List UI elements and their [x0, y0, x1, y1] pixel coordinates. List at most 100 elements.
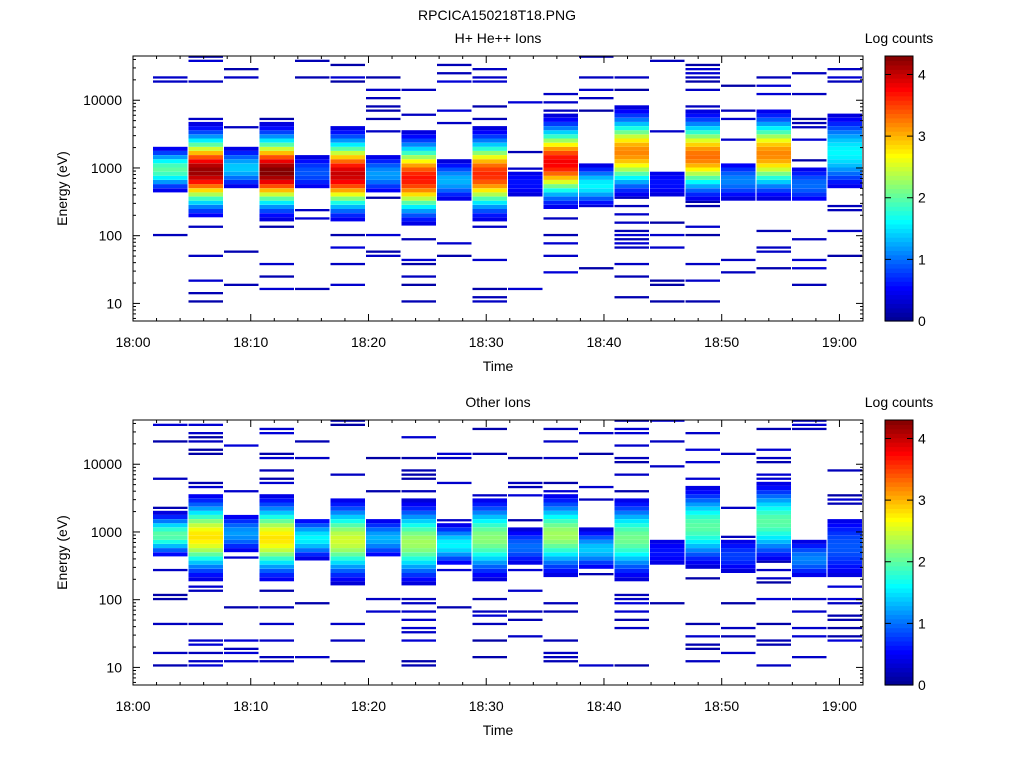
spectrogram-cell [188, 622, 223, 626]
spectrogram-cell [543, 171, 578, 176]
spectrogram-cell [685, 432, 720, 435]
spectrogram-cell [401, 602, 436, 605]
spectrogram-cell [259, 539, 294, 544]
spectrogram-cell [295, 59, 330, 62]
spectrogram-cell [508, 544, 543, 549]
spectrogram-cell [579, 664, 614, 667]
spectrogram-cell [650, 130, 685, 133]
spectrogram-cell [756, 188, 791, 193]
spectrogram-cell [188, 192, 223, 197]
spectrogram-cell [685, 200, 720, 203]
x-tick-label: 18:20 [351, 334, 386, 350]
spectrogram-cell [685, 556, 720, 561]
spectrogram-cell [508, 535, 543, 540]
spectrogram-cell [543, 552, 578, 557]
spectrogram-cell [543, 200, 578, 205]
spectrogram-cell [579, 188, 614, 193]
spectrogram-cell [472, 548, 507, 553]
spectrogram-cell [330, 159, 365, 164]
y-tick-label: 10 [106, 295, 122, 311]
spectrogram-cell [330, 539, 365, 544]
spectrogram-cell [543, 101, 578, 104]
colorbar-segment [885, 543, 913, 549]
spectrogram-cell [614, 184, 649, 189]
spectrogram-cell [472, 146, 507, 151]
colorbar-segment [885, 446, 913, 452]
x-axis-label: Time [483, 358, 514, 374]
spectrogram-cell [401, 300, 436, 303]
spectrogram-cell [827, 535, 862, 540]
spectrogram-cell [401, 113, 436, 116]
x-tick-label: 18:00 [115, 334, 150, 350]
colorbar-segment [885, 139, 913, 145]
spectrogram-cell [508, 568, 543, 572]
spectrogram-cell [756, 267, 791, 270]
spectrogram-cell [579, 267, 614, 270]
spectrogram-cell [330, 262, 365, 266]
spectrogram-cell [330, 660, 365, 663]
spectrogram-cell [685, 660, 720, 663]
spectrogram-cell [508, 519, 543, 522]
spectrogram-cell [330, 639, 365, 642]
colorbar-tick-label: 0 [918, 313, 926, 329]
spectrogram-cell [792, 196, 827, 201]
spectrogram-cell [472, 159, 507, 164]
spectrogram-cell [401, 581, 436, 586]
spectrogram-cell [614, 506, 649, 511]
spectrogram-cell [579, 163, 614, 168]
colorbar-segment [885, 521, 913, 527]
spectrogram-cell [401, 527, 436, 532]
spectrogram-cell [188, 126, 223, 131]
spectrogram-cell [366, 548, 401, 553]
spectrogram-cell [401, 283, 436, 286]
spectrogram-cell [685, 146, 720, 151]
spectrogram-cell [188, 660, 223, 663]
colorbar-segment [885, 78, 913, 84]
spectrogram-cell [401, 192, 436, 197]
spectrogram-cell [330, 192, 365, 197]
spectrogram-cell [721, 548, 756, 553]
spectrogram-cell [437, 527, 472, 532]
spectrogram-cell [153, 171, 188, 176]
spectrogram-cell [614, 552, 649, 557]
spectrogram-cell [685, 498, 720, 503]
spectrogram-cell [614, 420, 649, 422]
spectrogram-cell [259, 225, 294, 228]
spectrogram-cell [508, 171, 543, 176]
spectrogram-cell [685, 494, 720, 499]
spectrogram-cell [472, 296, 507, 299]
colorbar-segment [885, 100, 913, 106]
spectrogram-cell [401, 217, 436, 222]
spectrogram-cell [756, 643, 791, 646]
colorbar-tick-label: 3 [918, 492, 926, 508]
spectrogram-cell [827, 618, 862, 621]
spectrogram-cell [259, 159, 294, 164]
spectrogram-cell [259, 262, 294, 266]
spectrogram-cell [188, 138, 223, 143]
spectrogram-cell [437, 452, 472, 455]
spectrogram-cell [330, 548, 365, 553]
colorbar-segment [885, 442, 913, 448]
spectrogram-cell [259, 477, 294, 480]
spectrogram-cell [472, 523, 507, 528]
spectrogram-cell [685, 150, 720, 155]
spectrogram-cell [756, 502, 791, 507]
spectrogram-cell [401, 130, 436, 135]
spectrogram-cell [330, 514, 365, 519]
spectrogram-cell [685, 535, 720, 540]
spectrogram-cell [472, 514, 507, 519]
spectrogram-cell [437, 568, 472, 572]
colorbar-segment [885, 662, 913, 668]
colorbar-segment [885, 512, 913, 518]
spectrogram-cell [543, 506, 578, 511]
spectrogram-cell [153, 477, 188, 480]
spectrogram-cell [472, 535, 507, 540]
spectrogram-cell [579, 535, 614, 540]
spectrogram-cell [827, 130, 862, 135]
spectrogram-cell [188, 639, 223, 642]
spectrogram-cell [437, 184, 472, 189]
spectrogram-cell [153, 440, 188, 443]
spectrogram-cell [543, 130, 578, 135]
colorbar-segment [885, 215, 913, 221]
colorbar-segment [885, 316, 913, 322]
